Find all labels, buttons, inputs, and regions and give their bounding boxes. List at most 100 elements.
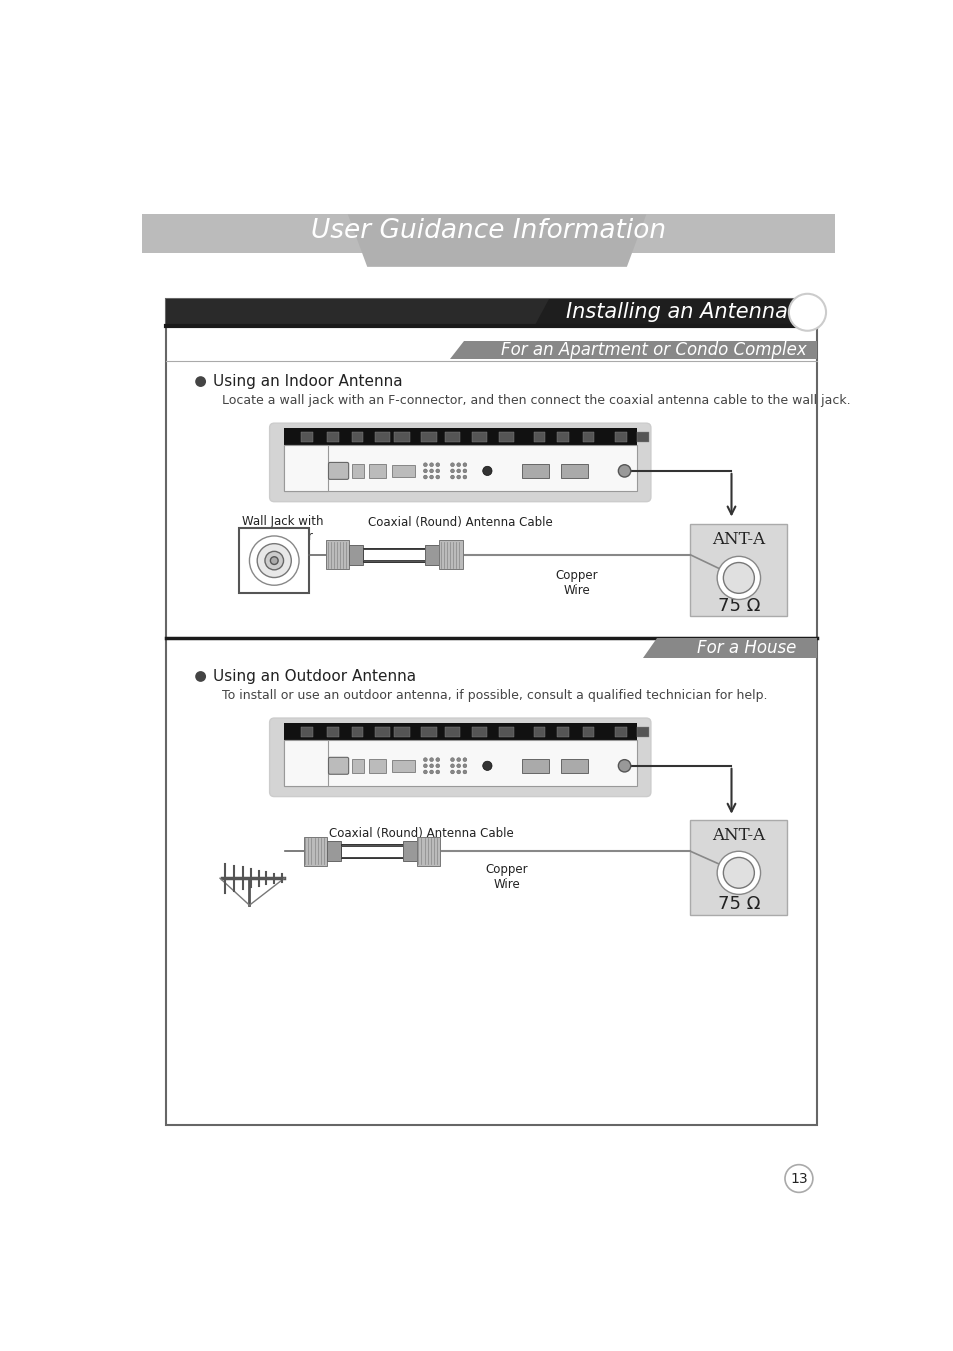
Circle shape — [429, 763, 433, 767]
FancyBboxPatch shape — [416, 836, 439, 866]
FancyBboxPatch shape — [582, 727, 594, 736]
Circle shape — [482, 761, 492, 770]
FancyBboxPatch shape — [327, 431, 338, 442]
FancyBboxPatch shape — [421, 727, 436, 736]
FancyBboxPatch shape — [369, 463, 385, 478]
FancyBboxPatch shape — [615, 727, 626, 736]
FancyBboxPatch shape — [498, 727, 514, 736]
Text: Locate a wall jack with an F-connector, and then connect the coaxial antenna cab: Locate a wall jack with an F-connector, … — [222, 394, 850, 407]
FancyBboxPatch shape — [425, 544, 439, 565]
Circle shape — [436, 463, 439, 466]
FancyBboxPatch shape — [166, 299, 816, 1124]
Circle shape — [717, 851, 760, 894]
Circle shape — [462, 463, 466, 466]
FancyBboxPatch shape — [472, 431, 487, 442]
FancyBboxPatch shape — [283, 739, 637, 786]
Circle shape — [423, 463, 427, 466]
FancyBboxPatch shape — [301, 727, 313, 736]
Circle shape — [429, 463, 433, 466]
Circle shape — [450, 763, 454, 767]
Circle shape — [436, 770, 439, 774]
FancyBboxPatch shape — [534, 727, 545, 736]
FancyBboxPatch shape — [352, 759, 364, 773]
Circle shape — [722, 858, 754, 888]
Circle shape — [429, 469, 433, 473]
Circle shape — [450, 770, 454, 774]
FancyBboxPatch shape — [392, 465, 415, 477]
FancyBboxPatch shape — [439, 540, 462, 570]
Circle shape — [462, 763, 466, 767]
FancyBboxPatch shape — [327, 842, 340, 862]
Circle shape — [456, 476, 460, 480]
Circle shape — [195, 376, 206, 386]
Polygon shape — [450, 340, 816, 359]
Circle shape — [456, 758, 460, 762]
Circle shape — [249, 536, 298, 585]
Circle shape — [270, 557, 278, 565]
FancyBboxPatch shape — [690, 820, 786, 915]
FancyBboxPatch shape — [637, 727, 648, 736]
Text: Copper
Wire: Copper Wire — [555, 569, 598, 597]
Text: Using an Outdoor Antenna: Using an Outdoor Antenna — [213, 669, 416, 684]
Circle shape — [784, 1165, 812, 1193]
Text: ANT-A: ANT-A — [712, 827, 764, 844]
FancyBboxPatch shape — [328, 758, 348, 774]
FancyBboxPatch shape — [560, 463, 587, 478]
FancyBboxPatch shape — [615, 431, 626, 442]
FancyBboxPatch shape — [560, 759, 587, 773]
Circle shape — [450, 758, 454, 762]
Text: 75 Ω: 75 Ω — [717, 896, 760, 913]
FancyBboxPatch shape — [582, 431, 594, 442]
Text: Wall Jack with
F-Connector: Wall Jack with F-Connector — [241, 515, 323, 543]
FancyBboxPatch shape — [394, 431, 410, 442]
FancyBboxPatch shape — [521, 759, 549, 773]
FancyBboxPatch shape — [363, 549, 425, 562]
Circle shape — [618, 465, 630, 477]
FancyBboxPatch shape — [444, 727, 459, 736]
FancyBboxPatch shape — [363, 550, 425, 561]
FancyBboxPatch shape — [375, 431, 390, 442]
Circle shape — [618, 759, 630, 771]
Text: 75 Ω: 75 Ω — [717, 597, 760, 615]
Text: Installing an Antenna: Installing an Antenna — [566, 303, 787, 323]
FancyBboxPatch shape — [402, 842, 416, 862]
FancyBboxPatch shape — [498, 431, 514, 442]
FancyBboxPatch shape — [534, 431, 545, 442]
Circle shape — [429, 476, 433, 480]
Text: 13: 13 — [789, 1171, 807, 1186]
FancyBboxPatch shape — [301, 431, 313, 442]
Circle shape — [456, 463, 460, 466]
Circle shape — [265, 551, 283, 570]
Circle shape — [423, 476, 427, 480]
Text: Copper
Wire: Copper Wire — [485, 863, 528, 890]
Circle shape — [450, 463, 454, 466]
FancyBboxPatch shape — [166, 299, 816, 326]
Text: To install or use an outdoor antenna, if possible, consult a qualified technicia: To install or use an outdoor antenna, if… — [222, 689, 767, 703]
Circle shape — [423, 469, 427, 473]
FancyBboxPatch shape — [283, 739, 328, 786]
Text: For a House: For a House — [697, 639, 796, 657]
Circle shape — [482, 466, 492, 476]
FancyBboxPatch shape — [472, 727, 487, 736]
Polygon shape — [535, 299, 793, 326]
Polygon shape — [348, 215, 645, 267]
FancyBboxPatch shape — [283, 444, 637, 490]
FancyBboxPatch shape — [557, 431, 568, 442]
Circle shape — [734, 574, 742, 582]
Circle shape — [788, 293, 825, 331]
Circle shape — [462, 476, 466, 480]
FancyBboxPatch shape — [421, 431, 436, 442]
FancyBboxPatch shape — [375, 727, 390, 736]
Circle shape — [429, 770, 433, 774]
Text: For an Apartment or Condo Complex: For an Apartment or Condo Complex — [500, 340, 806, 359]
Circle shape — [462, 469, 466, 473]
Circle shape — [456, 763, 460, 767]
Circle shape — [436, 469, 439, 473]
Circle shape — [722, 562, 754, 593]
Text: Using an Indoor Antenna: Using an Indoor Antenna — [213, 374, 402, 389]
FancyBboxPatch shape — [270, 719, 650, 797]
FancyBboxPatch shape — [394, 727, 410, 736]
FancyBboxPatch shape — [340, 846, 402, 857]
FancyBboxPatch shape — [352, 463, 364, 478]
FancyBboxPatch shape — [142, 215, 835, 253]
